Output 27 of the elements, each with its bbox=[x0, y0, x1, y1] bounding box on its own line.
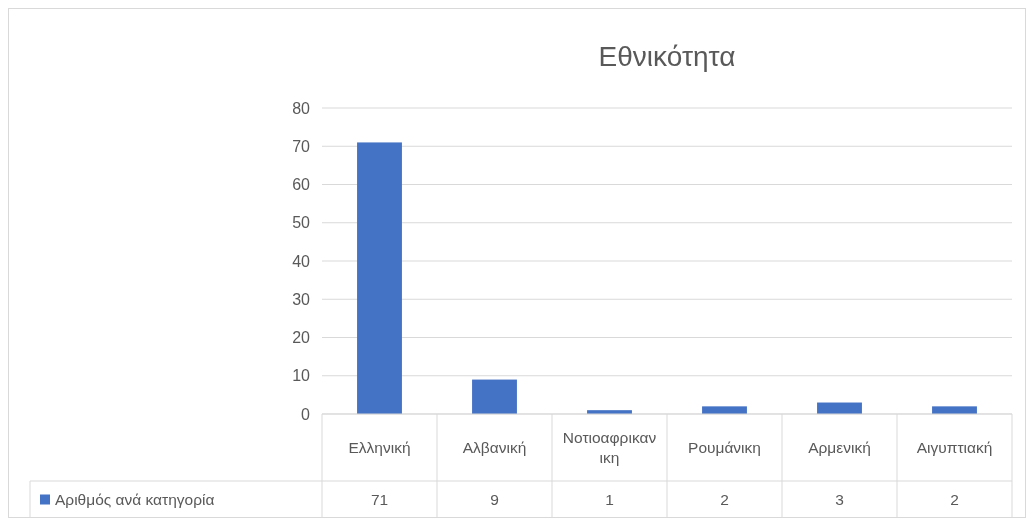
y-tick-label: 10 bbox=[292, 367, 311, 385]
y-tick-label: 70 bbox=[292, 137, 311, 155]
data-label: 1 bbox=[605, 490, 614, 508]
y-tick-label: 0 bbox=[301, 405, 311, 423]
x-tick-label: Αιγυπτιακή bbox=[916, 438, 993, 456]
y-tick-label: 30 bbox=[292, 290, 311, 308]
bar bbox=[932, 406, 977, 414]
data-label: 2 bbox=[950, 490, 959, 508]
bar bbox=[357, 142, 402, 414]
x-tick-label: Αλβανική bbox=[462, 438, 527, 456]
y-tick-label: 20 bbox=[292, 329, 311, 347]
y-tick-label: 80 bbox=[292, 99, 311, 117]
y-tick-label: 40 bbox=[292, 252, 311, 270]
legend-label: Αριθμός ανά κατηγορία bbox=[55, 490, 215, 508]
data-label: 3 bbox=[835, 490, 844, 508]
chart-title: Εθνικότητα bbox=[598, 41, 736, 72]
x-tick-label: Ρουμάνικη bbox=[688, 438, 761, 456]
data-label: 2 bbox=[720, 490, 729, 508]
bar bbox=[472, 379, 517, 414]
data-label: 71 bbox=[370, 490, 389, 508]
y-tick-label: 50 bbox=[292, 214, 311, 232]
x-tick-label: Αρμενική bbox=[808, 438, 871, 456]
data-label: 9 bbox=[490, 490, 499, 508]
bar bbox=[702, 406, 747, 414]
y-tick-label: 60 bbox=[292, 176, 311, 194]
x-tick-label: Ελληνική bbox=[348, 438, 411, 456]
x-tick-label: Νοτιοαφρικανικη bbox=[562, 428, 657, 466]
